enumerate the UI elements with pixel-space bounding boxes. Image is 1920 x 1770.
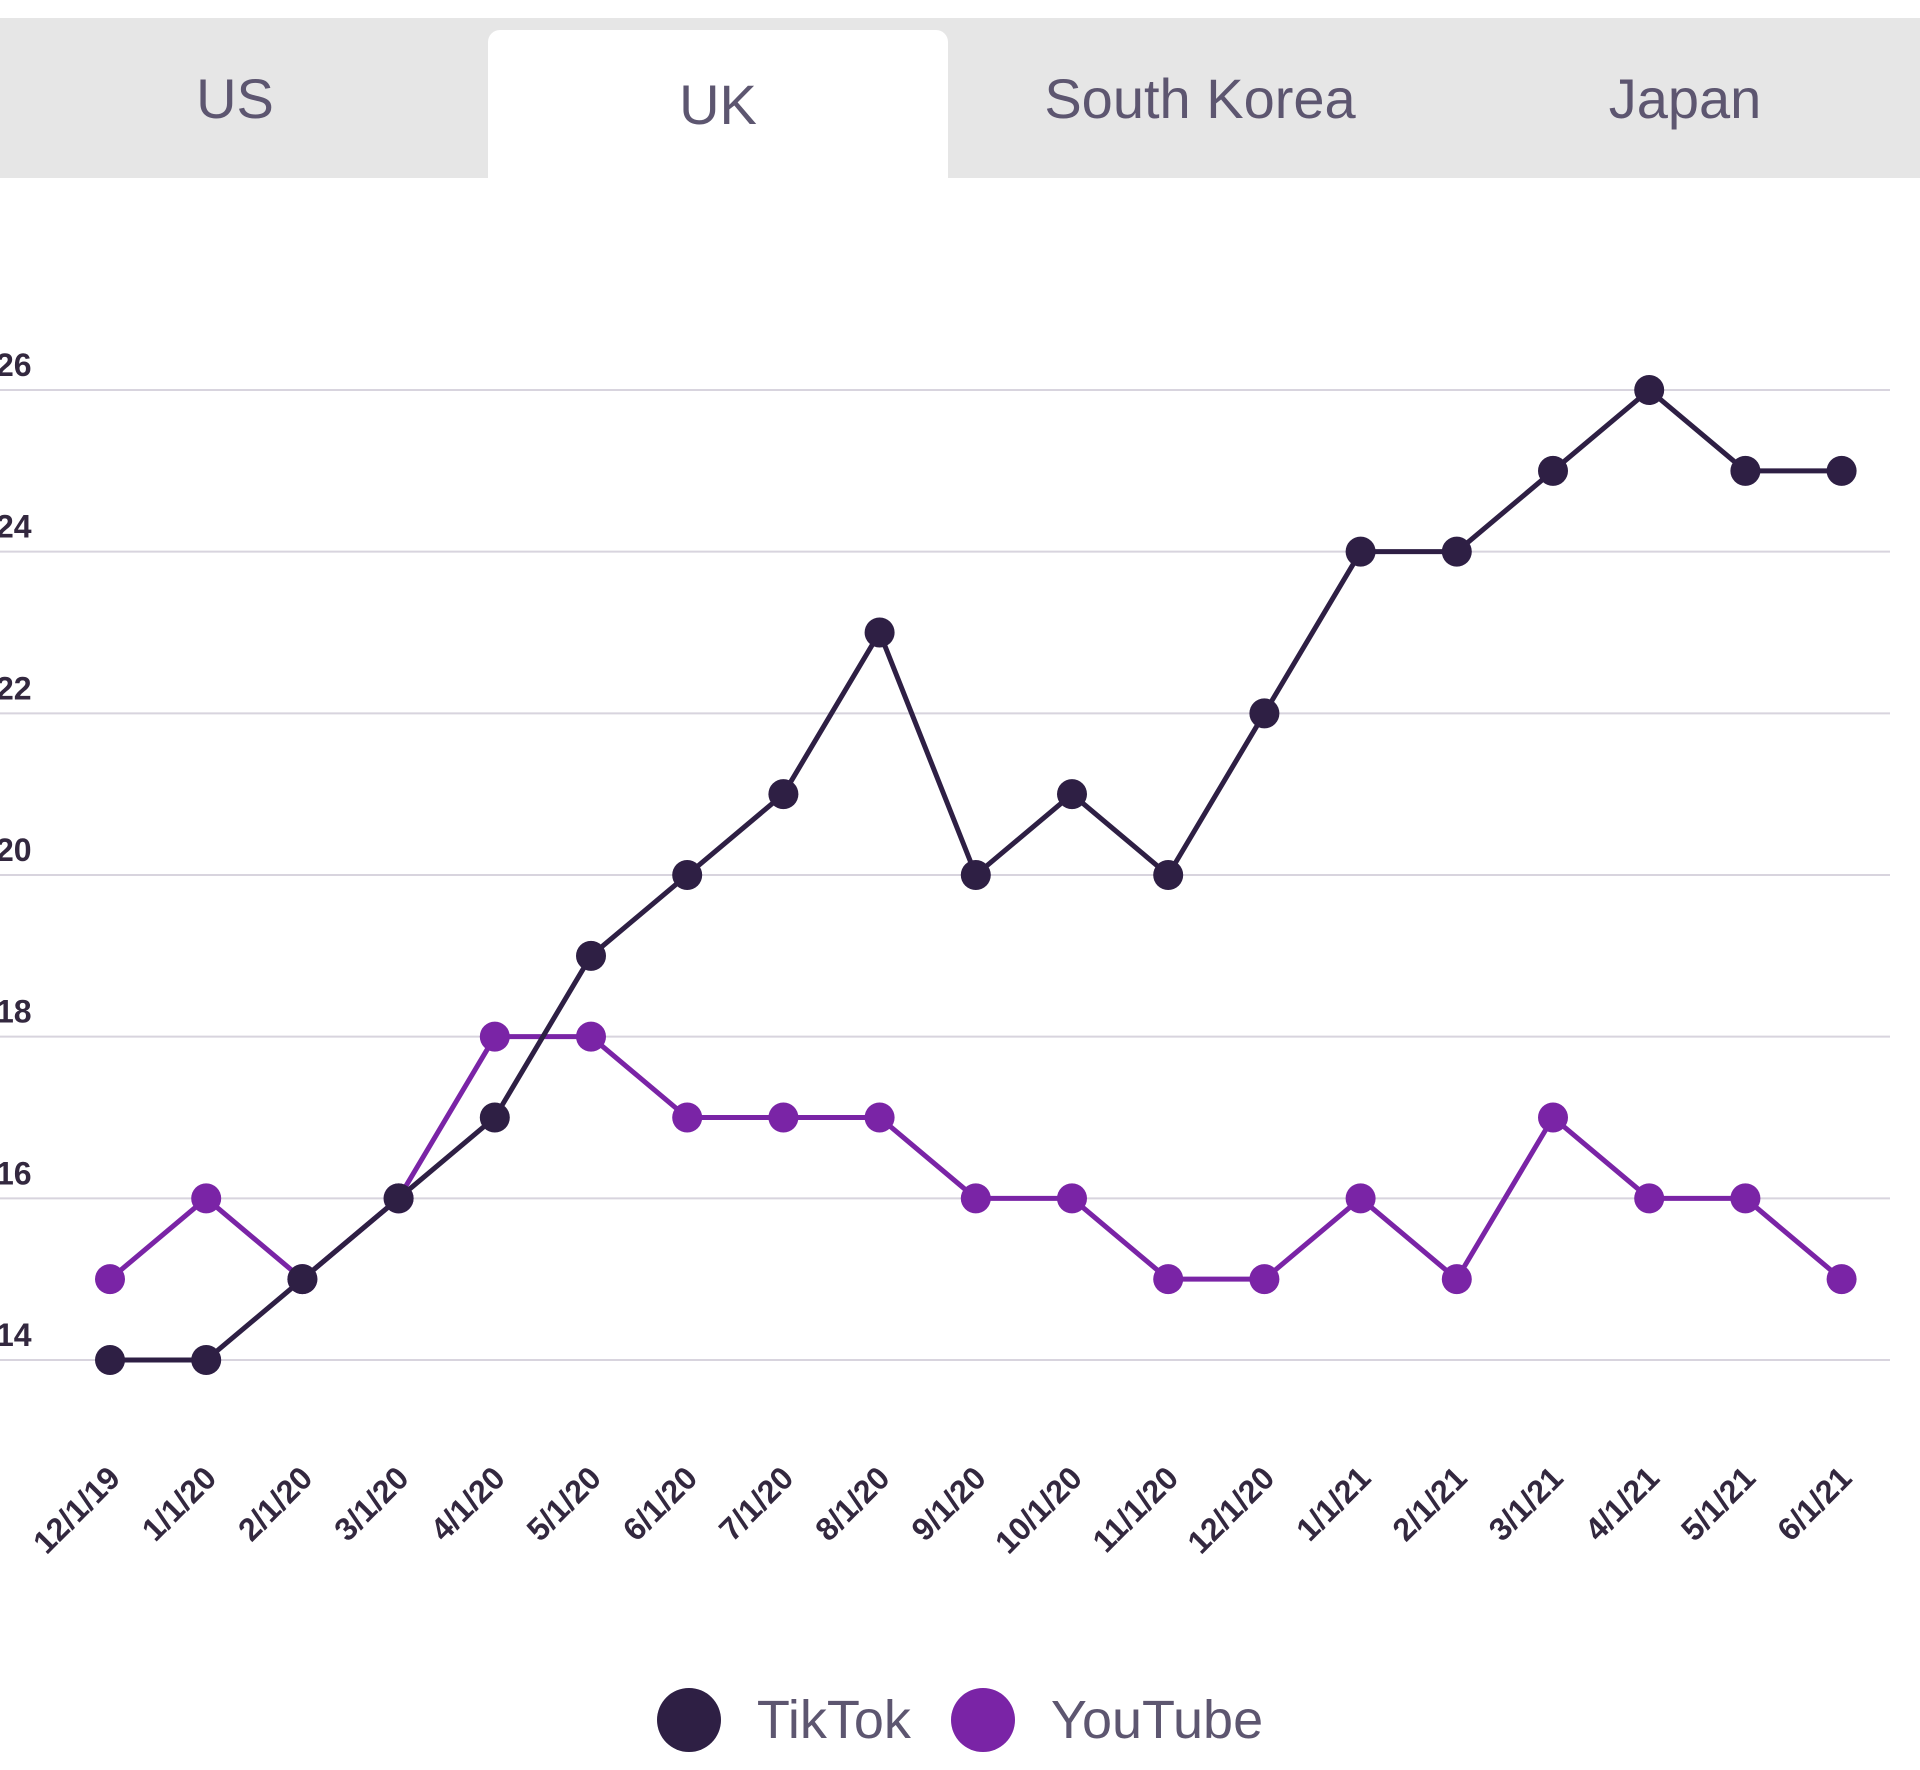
x-tick-4-1-20: 4/1/20 bbox=[423, 1459, 511, 1547]
point-youtube-6-1-20[interactable] bbox=[672, 1102, 703, 1133]
point-tiktok-4-1-21[interactable] bbox=[1634, 375, 1665, 405]
series-lines bbox=[95, 375, 1857, 1375]
series-youtube bbox=[95, 1021, 1857, 1295]
point-tiktok-6-1-21[interactable] bbox=[1826, 455, 1857, 486]
point-tiktok-3-1-20[interactable] bbox=[383, 1183, 414, 1214]
tab-uk[interactable]: UK bbox=[488, 30, 948, 178]
point-youtube-6-1-21[interactable] bbox=[1826, 1264, 1857, 1295]
point-youtube-3-1-21[interactable] bbox=[1538, 1102, 1568, 1133]
legend-label-tiktok: TikTok bbox=[756, 1690, 911, 1750]
x-tick-2-1-21: 2/1/21 bbox=[1385, 1459, 1473, 1547]
point-tiktok-2-1-21[interactable] bbox=[1441, 536, 1472, 567]
x-tick-12-1-20: 12/1/20 bbox=[1180, 1459, 1281, 1560]
x-tick-5-1-21: 5/1/21 bbox=[1674, 1459, 1762, 1547]
legend-item-tiktok[interactable]: TikTok bbox=[656, 1688, 911, 1752]
point-tiktok-10-1-20[interactable] bbox=[1057, 779, 1087, 810]
x-tick-7-1-20: 7/1/20 bbox=[712, 1459, 800, 1547]
y-tick-20: 20 bbox=[0, 832, 32, 868]
point-tiktok-5-1-21[interactable] bbox=[1730, 455, 1761, 486]
x-tick-9-1-20: 9/1/20 bbox=[904, 1459, 992, 1547]
point-youtube-1-1-21[interactable] bbox=[1345, 1183, 1376, 1214]
point-tiktok-6-1-20[interactable] bbox=[672, 860, 703, 890]
point-youtube-2-1-21[interactable] bbox=[1441, 1264, 1472, 1295]
legend-item-youtube[interactable]: YouTube bbox=[950, 1688, 1264, 1752]
x-tick-10-1-20: 10/1/20 bbox=[988, 1459, 1089, 1560]
point-tiktok-1-1-20[interactable] bbox=[191, 1345, 222, 1375]
point-youtube-11-1-20[interactable] bbox=[1153, 1264, 1184, 1295]
point-youtube-1-1-20[interactable] bbox=[191, 1183, 222, 1214]
grid-lines bbox=[0, 389, 1890, 1361]
tab-us[interactable]: US bbox=[196, 66, 274, 130]
x-tick-5-1-20: 5/1/20 bbox=[520, 1459, 608, 1547]
point-tiktok-9-1-20[interactable] bbox=[960, 860, 991, 890]
x-tick-3-1-20: 3/1/20 bbox=[327, 1459, 415, 1547]
x-tick-1-1-21: 1/1/21 bbox=[1289, 1459, 1377, 1547]
point-tiktok-4-1-20[interactable] bbox=[479, 1102, 510, 1133]
tab-south-korea[interactable]: South Korea bbox=[1044, 66, 1356, 130]
point-youtube-12-1-20[interactable] bbox=[1249, 1264, 1280, 1295]
point-youtube-5-1-21[interactable] bbox=[1730, 1183, 1761, 1214]
legend-marker-tiktok bbox=[656, 1688, 721, 1752]
y-axis-ticks: 14 16 18 20 22 24 26 bbox=[0, 347, 32, 1353]
x-tick-1-1-20: 1/1/20 bbox=[135, 1459, 223, 1547]
legend-label-youtube: YouTube bbox=[1050, 1690, 1264, 1750]
y-tick-18: 18 bbox=[0, 994, 32, 1030]
y-tick-16: 16 bbox=[0, 1155, 32, 1191]
x-tick-3-1-21: 3/1/21 bbox=[1482, 1459, 1570, 1547]
x-tick-11-1-20: 11/1/20 bbox=[1085, 1459, 1185, 1559]
x-tick-12-1-19: 12/1/19 bbox=[26, 1459, 127, 1560]
x-axis-ticks: 12/1/19 1/1/20 2/1/20 3/1/20 4/1/20 5/1/20 6/1… bbox=[26, 1459, 1859, 1560]
point-youtube-5-1-20[interactable] bbox=[576, 1021, 606, 1052]
y-tick-14: 14 bbox=[0, 1317, 32, 1353]
x-tick-8-1-20: 8/1/20 bbox=[808, 1459, 896, 1547]
y-tick-22: 22 bbox=[0, 670, 32, 706]
x-tick-2-1-20: 2/1/20 bbox=[231, 1459, 319, 1547]
point-youtube-4-1-20[interactable] bbox=[479, 1021, 510, 1052]
point-tiktok-8-1-20[interactable] bbox=[864, 617, 895, 648]
y-tick-24: 24 bbox=[0, 509, 32, 545]
x-tick-6-1-21: 6/1/21 bbox=[1770, 1459, 1858, 1547]
point-tiktok-1-1-21[interactable] bbox=[1345, 536, 1376, 567]
point-tiktok-3-1-21[interactable] bbox=[1538, 455, 1568, 486]
legend-marker-youtube bbox=[950, 1688, 1015, 1752]
x-tick-4-1-21: 4/1/21 bbox=[1578, 1459, 1666, 1547]
tab-japan[interactable]: Japan bbox=[1608, 66, 1762, 130]
y-tick-26: 26 bbox=[0, 347, 32, 383]
chart-legend: TikTok YouTube bbox=[0, 1670, 1920, 1770]
point-youtube-9-1-20[interactable] bbox=[960, 1183, 991, 1214]
point-tiktok-12-1-19[interactable] bbox=[95, 1345, 125, 1375]
point-youtube-8-1-20[interactable] bbox=[864, 1102, 895, 1133]
point-youtube-12-1-19[interactable] bbox=[95, 1264, 125, 1295]
series-line-youtube bbox=[108, 1034, 1844, 1282]
point-youtube-4-1-21[interactable] bbox=[1634, 1183, 1665, 1214]
point-youtube-10-1-20[interactable] bbox=[1057, 1183, 1087, 1214]
point-tiktok-5-1-20[interactable] bbox=[576, 940, 606, 971]
series-tiktok bbox=[95, 375, 1857, 1375]
point-tiktok-12-1-20[interactable] bbox=[1249, 698, 1280, 729]
region-tabs: US UK South Korea Japan bbox=[0, 18, 1920, 178]
point-tiktok-2-1-20[interactable] bbox=[287, 1264, 318, 1295]
line-chart: 14 16 18 20 22 24 26 12/1/19 1/1/20 2/1/20 3/1/20… bbox=[0, 347, 1890, 1560]
point-tiktok-11-1-20[interactable] bbox=[1153, 860, 1184, 890]
point-youtube-7-1-20[interactable] bbox=[768, 1102, 799, 1133]
point-tiktok-7-1-20[interactable] bbox=[768, 779, 799, 810]
x-tick-6-1-20: 6/1/20 bbox=[616, 1459, 704, 1547]
